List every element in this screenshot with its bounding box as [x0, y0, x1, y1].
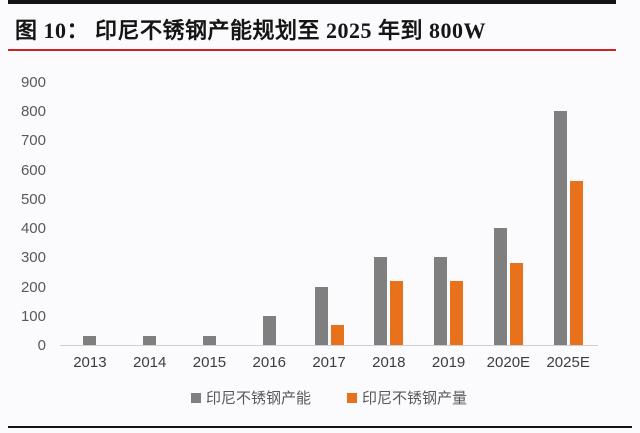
bar-group-2013 — [60, 82, 120, 345]
bar-2020E-印尼不锈钢产量 — [509, 263, 523, 345]
bar-2025E-印尼不锈钢产能 — [553, 111, 567, 345]
x-tick-label-2014: 2014 — [132, 354, 167, 371]
x-tick-label-2025E: 2025E — [546, 354, 590, 371]
bar-2014-印尼不锈钢产能 — [143, 336, 157, 345]
bar-2020E-印尼不锈钢产能 — [493, 228, 507, 345]
bar-group-2025E — [538, 82, 598, 345]
y-tick-label-800: 800 — [20, 103, 46, 121]
y-tick-label-700: 700 — [20, 132, 46, 150]
legend-swatch — [347, 392, 357, 403]
bar-2019-印尼不锈钢产能 — [434, 257, 448, 345]
title-underline-rule — [8, 49, 616, 51]
y-tick-label-200: 200 — [20, 278, 46, 296]
bar-group-2016 — [239, 82, 299, 345]
y-tick-label-0: 0 — [37, 337, 46, 354]
x-tick-label-2020E: 2020E — [486, 354, 531, 371]
bar-2017-印尼不锈钢产能 — [314, 286, 328, 345]
y-axis: 0 100 200 300 400 500 600 700 800 900 — [0, 60, 46, 360]
y-tick-label-500: 500 — [20, 190, 46, 208]
bar-2025E-印尼不锈钢产量 — [569, 181, 583, 345]
top-divider-rule — [8, 0, 616, 4]
legend-item-印尼不锈钢产能: 印尼不锈钢产能 — [190, 387, 311, 408]
bottom-divider-rule — [8, 426, 632, 428]
bar-group-2015 — [180, 82, 240, 345]
bar-2018-印尼不锈钢产量 — [390, 280, 404, 345]
y-tick-label-900: 900 — [20, 74, 46, 91]
legend-swatch — [190, 392, 201, 403]
chart-legend: 印尼不锈钢产能 印尼不锈钢产量 — [60, 387, 598, 408]
x-tick-label-2016: 2016 — [252, 354, 286, 371]
bar-group-2019 — [419, 82, 479, 345]
bar-2013-印尼不锈钢产能 — [83, 336, 97, 345]
legend-item-印尼不锈钢产量: 印尼不锈钢产量 — [347, 387, 467, 408]
legend-label: 印尼不锈钢产量 — [362, 390, 468, 407]
x-tick-label-2013: 2013 — [73, 354, 107, 371]
plot-area — [60, 82, 598, 346]
x-tick-label-2018: 2018 — [372, 354, 406, 371]
x-tick-label-2015: 2015 — [192, 354, 227, 371]
y-tick-label-600: 600 — [20, 161, 46, 179]
x-axis: 2013 2014 2015 2016 2017 2018 2019 2020E 2025E — [60, 354, 598, 371]
legend-label: 印尼不锈钢产能 — [205, 390, 311, 407]
bar-group-2017 — [299, 82, 359, 345]
x-tick-label-2017: 2017 — [312, 354, 346, 371]
bar-2017-印尼不锈钢产量 — [330, 324, 344, 345]
bar-2019-印尼不锈钢产量 — [450, 280, 464, 345]
bar-2016-印尼不锈钢产能 — [262, 315, 276, 345]
bar-group-2014 — [120, 82, 180, 345]
x-tick-label-2019: 2019 — [431, 354, 466, 371]
bar-chart: 0 100 200 300 400 500 600 700 800 900 2013 2014 201… — [0, 60, 640, 412]
bar-group-2020E — [478, 82, 538, 345]
y-tick-label-100: 100 — [20, 307, 46, 325]
bar-2015-印尼不锈钢产能 — [202, 336, 216, 345]
figure-title: 图 10： 印尼不锈钢产能规划至 2025 年到 800W — [15, 18, 487, 43]
bar-2018-印尼不锈钢产能 — [374, 257, 388, 345]
y-tick-label-300: 300 — [20, 249, 46, 267]
y-tick-label-400: 400 — [20, 220, 46, 238]
bar-group-2018 — [359, 82, 419, 345]
